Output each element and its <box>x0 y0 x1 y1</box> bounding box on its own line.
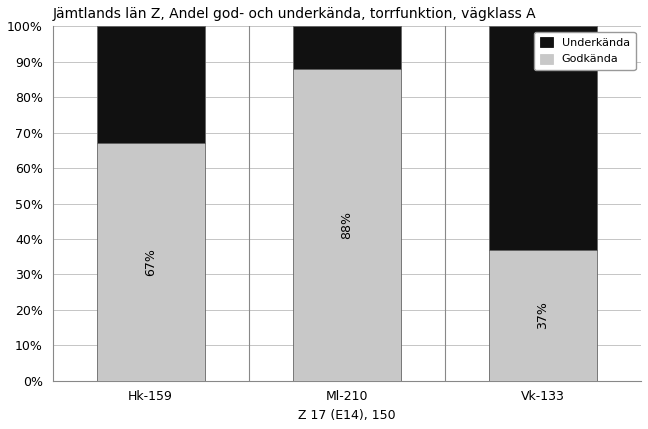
Legend: Underkända, Godkända: Underkända, Godkända <box>534 32 636 70</box>
Bar <box>489 26 597 250</box>
Text: Jämtlands län Z, Andel god- och underkända, torrfunktion, vägklass A: Jämtlands län Z, Andel god- och underkän… <box>52 7 536 21</box>
Bar <box>97 143 205 381</box>
Text: 37%: 37% <box>537 301 550 329</box>
Bar <box>489 250 597 381</box>
Text: 67%: 67% <box>144 248 157 276</box>
Bar <box>293 26 400 69</box>
X-axis label: Z 17 (E14), 150: Z 17 (E14), 150 <box>298 409 396 422</box>
Bar <box>97 26 205 143</box>
Bar <box>293 69 400 381</box>
Text: 88%: 88% <box>340 211 353 239</box>
